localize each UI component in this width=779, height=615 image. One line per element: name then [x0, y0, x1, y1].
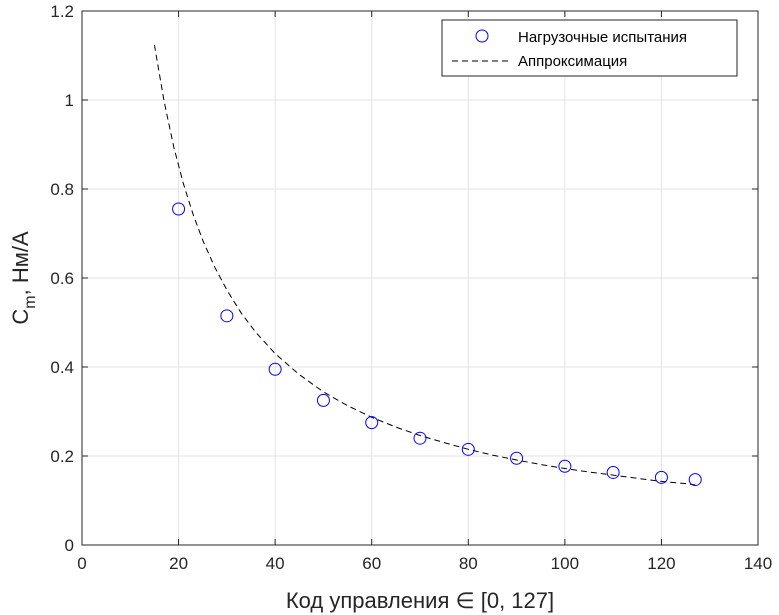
approximation-curve: [153, 44, 696, 486]
y-axis-label-subscript: m: [22, 295, 39, 308]
y-tick-label: 0.6: [50, 269, 74, 288]
y-tick-label: 1: [65, 91, 74, 110]
x-tick-label: 100: [551, 554, 579, 573]
legend: Нагрузочные испытания Аппроксимация: [441, 19, 738, 77]
data-point: [365, 416, 379, 430]
x-axis-label: Код управления ∈ [0, 127]: [286, 588, 554, 613]
x-tick-label: 20: [169, 554, 188, 573]
legend-marker-circle: [475, 29, 489, 43]
data-point: [316, 393, 330, 407]
y-tick-label: 0.8: [50, 180, 74, 199]
data-series: [172, 202, 702, 487]
data-point: [688, 473, 702, 487]
legend-label-tests: Нагрузочные испытания: [518, 29, 687, 46]
data-point: [606, 465, 620, 479]
y-axis-label-main: C: [8, 309, 33, 325]
x-tick-label: 80: [459, 554, 478, 573]
y-tick-label: 1.2: [50, 2, 74, 21]
data-point: [220, 309, 234, 323]
y-tick-label: 0: [65, 536, 74, 555]
y-axis-label-units: , Нм/А: [8, 231, 33, 295]
legend-label-approximation: Аппроксимация: [518, 53, 627, 70]
fit-series: [153, 44, 696, 486]
data-point: [413, 431, 427, 445]
legend-box: [441, 19, 738, 77]
data-point: [510, 451, 524, 465]
y-axis-label: Cm, Нм/А: [8, 231, 39, 325]
y-tick-label: 0.2: [50, 447, 74, 466]
y-axis: 0 0.2 0.4 0.6 0.8 1 1.2: [50, 2, 758, 555]
x-axis: 0 20 40 60 80 100 120 140: [77, 11, 772, 573]
data-point: [172, 202, 186, 216]
x-tick-label: 140: [744, 554, 772, 573]
x-tick-label: 60: [362, 554, 381, 573]
data-point: [268, 362, 282, 376]
x-tick-label: 120: [647, 554, 675, 573]
x-tick-label: 40: [266, 554, 285, 573]
y-tick-label: 0.4: [50, 358, 74, 377]
data-point: [654, 470, 668, 484]
data-point: [461, 442, 475, 456]
data-point: [558, 459, 572, 473]
x-tick-label: 0: [77, 554, 86, 573]
